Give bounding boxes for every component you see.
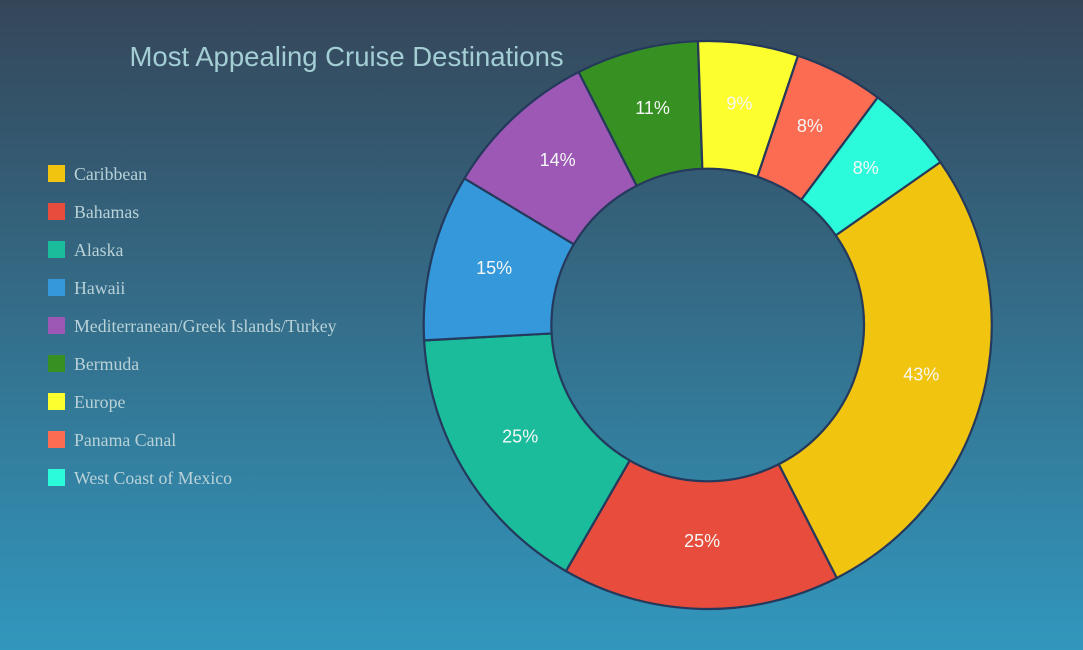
svg-text:43%: 43% — [903, 364, 939, 384]
svg-text:8%: 8% — [853, 158, 879, 178]
svg-text:9%: 9% — [726, 93, 752, 113]
svg-text:11%: 11% — [635, 98, 670, 118]
svg-text:15%: 15% — [476, 258, 512, 278]
svg-text:25%: 25% — [684, 531, 720, 551]
svg-text:25%: 25% — [502, 426, 538, 446]
svg-text:8%: 8% — [797, 116, 823, 136]
svg-text:14%: 14% — [540, 150, 576, 170]
